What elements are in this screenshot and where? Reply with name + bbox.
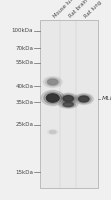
- Ellipse shape: [50, 131, 56, 133]
- Ellipse shape: [61, 94, 76, 103]
- Ellipse shape: [43, 77, 62, 87]
- Ellipse shape: [59, 100, 78, 108]
- Bar: [40, 20, 98, 188]
- Ellipse shape: [59, 93, 78, 104]
- Text: Mouse lung: Mouse lung: [53, 0, 78, 19]
- Ellipse shape: [46, 94, 59, 102]
- Ellipse shape: [63, 102, 74, 107]
- Ellipse shape: [63, 96, 74, 102]
- Text: MLF1: MLF1: [102, 97, 111, 102]
- Text: 15kDa: 15kDa: [15, 169, 33, 174]
- Ellipse shape: [41, 90, 64, 106]
- Text: Rat brain: Rat brain: [68, 0, 89, 19]
- Text: 35kDa: 35kDa: [15, 99, 33, 104]
- Ellipse shape: [47, 129, 58, 135]
- Ellipse shape: [45, 78, 60, 86]
- Ellipse shape: [48, 130, 57, 134]
- Text: 70kDa: 70kDa: [15, 46, 33, 50]
- Text: 25kDa: 25kDa: [15, 122, 33, 128]
- Ellipse shape: [47, 79, 58, 85]
- Text: 100kDa: 100kDa: [12, 28, 33, 33]
- Text: Rat lung: Rat lung: [84, 0, 103, 19]
- Text: 55kDa: 55kDa: [15, 60, 33, 66]
- Text: 40kDa: 40kDa: [15, 84, 33, 88]
- Ellipse shape: [44, 92, 62, 104]
- Ellipse shape: [76, 95, 91, 103]
- Ellipse shape: [61, 101, 76, 107]
- Ellipse shape: [74, 94, 93, 104]
- Ellipse shape: [78, 96, 89, 102]
